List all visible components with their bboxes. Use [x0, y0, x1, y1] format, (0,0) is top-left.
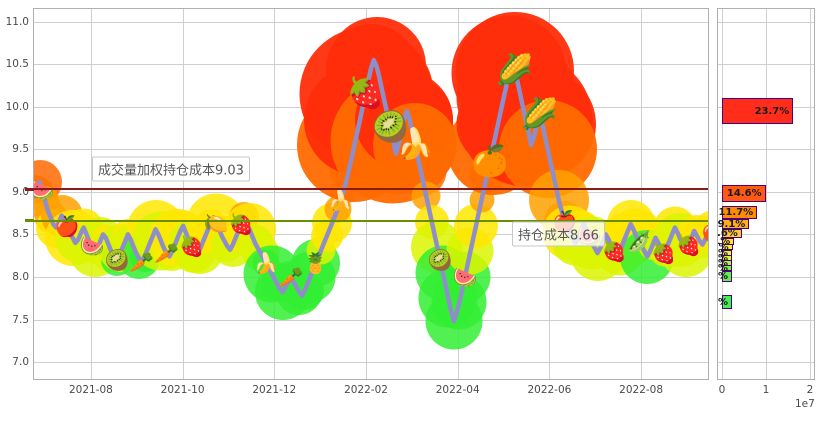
fruit-marker: 🍎 — [701, 221, 708, 241]
volume-profile-bar: 3.5% — [718, 242, 733, 253]
y-axis-tick-label: 7.5 — [12, 313, 29, 326]
reference-line-volume-weighted-cost — [34, 188, 708, 191]
x-axis-tick-label: 2021-10 — [160, 384, 205, 396]
volume-profile-bar: 2.3% — [718, 271, 732, 283]
fruit-marker: 🍌 — [328, 188, 354, 213]
fruit-marker: 🍓 — [676, 232, 702, 257]
volume-profile-bar: 14.6% — [722, 185, 766, 203]
volume-profile-bar: 6.6% — [718, 228, 742, 239]
fruit-marker: 🥝 — [427, 247, 453, 272]
y-axis-tick-label: 10.5 — [5, 58, 29, 71]
volume-profile-bar-label: 1.9% — [718, 257, 728, 269]
fruit-marker: 🍓 — [228, 212, 254, 237]
volume-profile-bar-label: 2.4% — [718, 252, 728, 264]
price-panel: 🍉🍎🍉🥝🥕🥕🍓🍋🍓🍌🥕🍍🍌🍓🥝🍌🥝🍉🍊🌽🌽🍎🍉🍓🫛🍓🍓🍎 成交量加权持仓成本9.… — [33, 8, 709, 380]
gridline-vertical — [182, 9, 184, 379]
fruit-marker: 🍍 — [303, 251, 329, 276]
vw-cost-annotation: 成交量加权持仓成本9.03 — [92, 156, 250, 182]
reference-line-stub — [25, 219, 34, 223]
fruit-marker: 🍋 — [203, 210, 229, 235]
fruit-marker: 🌽 — [520, 97, 559, 133]
fruit-marker: 🌽 — [495, 53, 534, 89]
y-axis-tick-label: 7.0 — [12, 356, 29, 368]
fruit-marker: 🍓 — [601, 239, 627, 264]
fruit-marker: 🫛 — [626, 229, 652, 254]
fruit-marker: 🍊 — [471, 144, 509, 180]
fruit-marker: 🍓 — [651, 241, 677, 266]
fruit-marker: 🍉 — [452, 264, 478, 289]
gridline-vertical — [274, 9, 276, 379]
fruit-marker: 🥝 — [371, 110, 409, 146]
fruit-marker: 🍌 — [396, 127, 434, 163]
gridline-horizontal — [34, 234, 708, 236]
volume-profile-bar-label: 1.2% — [718, 296, 728, 308]
volume-profile-bar-label: 23.7% — [754, 105, 790, 117]
gridline-horizontal — [34, 319, 708, 321]
volume-profile-bar-label: 6.6% — [718, 228, 738, 240]
price-plot-area: 🍉🍎🍉🥝🥕🥕🍓🍋🍓🍌🥕🍍🍌🍓🥝🍌🥝🍉🍊🌽🌽🍎🍉🍓🫛🍓🍓🍎 成交量加权持仓成本9.… — [34, 9, 708, 379]
volume-x-axis-tick-label: 2 — [806, 384, 814, 396]
fruit-marker: 🥕 — [129, 249, 155, 274]
fruit-marker: 🥝 — [104, 247, 130, 272]
fruit-marker: 🍉 — [79, 234, 105, 259]
avg-cost-annotation: 持仓成本8.66 — [512, 221, 605, 247]
y-axis-tick-label: 8.5 — [12, 228, 29, 241]
y-axis-tick-label: 9.0 — [12, 185, 29, 198]
volume-axis-exponent: 1e7 — [795, 398, 815, 410]
volume-profile-panel: 23.7%14.6%11.7%9.1%6.6%4.1%3.5%3.0%2.4%1… — [717, 8, 815, 380]
fruit-marker: 🍓 — [346, 76, 385, 112]
fruit-marker: 🍌 — [253, 251, 279, 276]
x-axis-tick-label: 2022-06 — [527, 384, 572, 396]
reference-line-average-cost — [34, 219, 708, 222]
x-axis-tick-label: 2022-02 — [344, 384, 388, 396]
volume-profile-bar: 9.1% — [718, 219, 750, 230]
volume-profile-bar-label: 4.1% — [718, 235, 731, 247]
volume-profile-bar: 1.5% — [718, 263, 732, 274]
x-axis-tick-label: 2022-08 — [619, 384, 664, 396]
volume-x-axis-tick-label: 0 — [718, 384, 726, 396]
y-axis-tick-label: 10.0 — [5, 100, 29, 113]
gridline-vertical — [766, 9, 767, 379]
y-axis-tick-label: 11.0 — [5, 15, 29, 28]
volume-profile-bar: 11.7% — [718, 205, 758, 219]
fruit-marker: 🥕 — [278, 264, 304, 289]
volume-profile-plot-area: 23.7%14.6%11.7%9.1%6.6%4.1%3.5%3.0%2.4%1… — [718, 9, 814, 379]
gridline-vertical — [90, 9, 92, 379]
volume-profile-bar: 1.2% — [718, 295, 732, 310]
volume-profile-bar-label: 2.3% — [718, 271, 728, 283]
volume-x-axis-tick-label: 1 — [762, 384, 770, 396]
y-axis-tick-label: 9.5 — [12, 143, 29, 156]
volume-profile-bar-label: 1.5% — [718, 262, 728, 274]
fruit-marker: 🍓 — [179, 234, 204, 259]
gridline-vertical — [641, 9, 643, 379]
volume-profile-bar-label: 14.6% — [726, 188, 762, 200]
gridline-horizontal — [34, 276, 708, 278]
price-line — [34, 57, 708, 324]
x-axis-tick-label: 2021-08 — [68, 384, 113, 396]
y-axis-tick-label: 8.0 — [12, 270, 29, 283]
x-axis-tick-label: 2021-12 — [252, 384, 297, 396]
volume-profile-bar-label: 11.7% — [718, 206, 754, 218]
volume-profile-bar: 23.7% — [722, 98, 794, 125]
fruit-marker: 🥕 — [154, 241, 180, 266]
volume-profile-bar-label: 3.0% — [718, 247, 728, 259]
reference-line-stub — [25, 187, 34, 191]
gridline-vertical — [810, 9, 811, 379]
gridline-horizontal — [34, 362, 708, 363]
x-axis-tick-label: 2022-04 — [435, 384, 480, 396]
volume-profile-bar-label: 9.1% — [718, 218, 746, 230]
volume-profile-bar-label: 3.5% — [718, 241, 729, 253]
